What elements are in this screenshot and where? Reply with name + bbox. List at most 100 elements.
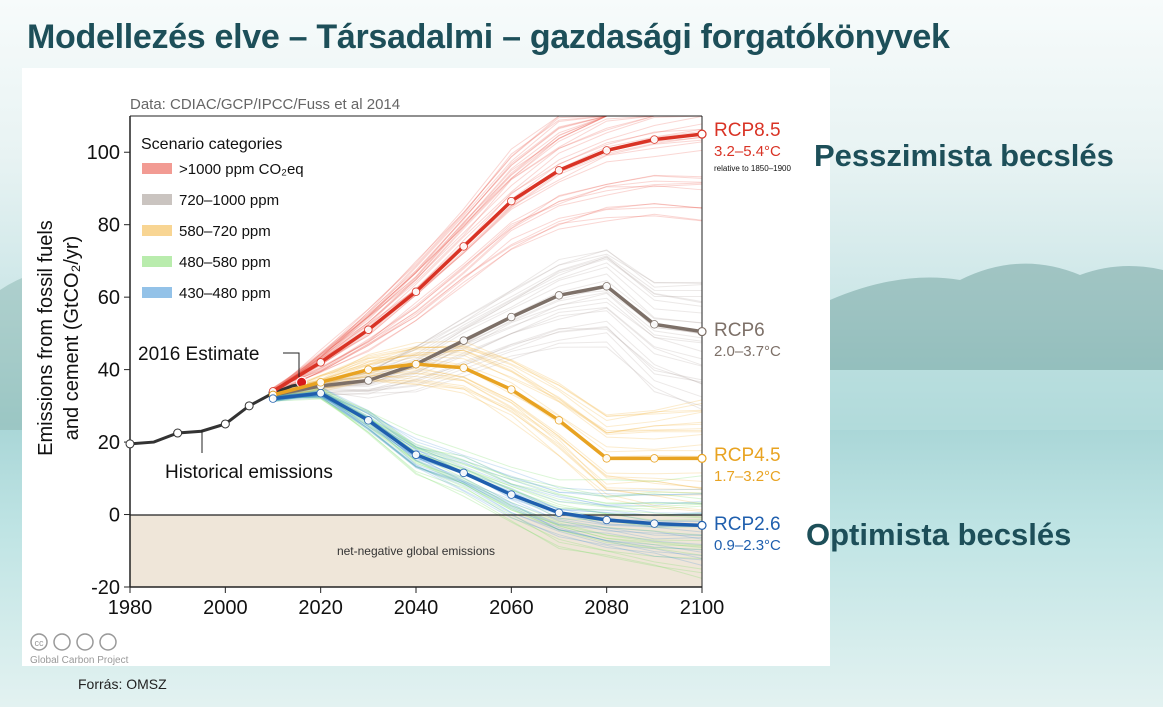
net-negative-label: net-negative global emissions xyxy=(337,544,495,558)
legend-label: 580–720 ppm xyxy=(179,223,271,240)
scenario-line xyxy=(272,202,703,393)
rcp-point xyxy=(650,519,659,528)
svg-text:cc: cc xyxy=(35,638,45,648)
x-tick-label: 2060 xyxy=(489,597,534,619)
rcp-point xyxy=(602,515,611,525)
rcp-end-marker xyxy=(697,326,707,337)
historical-point xyxy=(244,401,254,411)
legend-swatch xyxy=(142,194,172,205)
scenario-line xyxy=(272,372,703,489)
scenario-line xyxy=(272,366,703,475)
legend-swatch xyxy=(142,287,172,298)
scenario-line xyxy=(272,344,703,417)
scenario-line xyxy=(272,395,703,579)
scenario-line xyxy=(272,301,703,399)
scenario-line xyxy=(272,266,703,393)
scenario-line xyxy=(272,149,703,393)
rcp-point xyxy=(316,378,325,387)
rcp-name: RCP8.5 xyxy=(714,120,781,141)
rcp-point xyxy=(650,320,659,329)
scenario-line xyxy=(272,356,703,450)
rcp-point xyxy=(554,416,564,425)
scenario-line xyxy=(272,332,703,398)
rcp-end-marker xyxy=(697,520,707,531)
scenario-line xyxy=(272,391,703,497)
scenario-line xyxy=(272,262,703,393)
license-icons: cc xyxy=(30,633,117,651)
scenario-line xyxy=(272,368,703,482)
scenario-line xyxy=(272,375,703,489)
scenario-line xyxy=(272,297,703,394)
rcp-labels: RCP8.5 3.2–5.4°C relative to 1850–1900 RCP6… xyxy=(697,120,792,554)
scenario-line xyxy=(272,307,703,394)
scenario-line xyxy=(272,394,703,574)
scenario-line xyxy=(272,291,703,396)
optimist-label: Optimista becslés xyxy=(806,517,1072,552)
scenario-line xyxy=(272,393,703,547)
rcp-point xyxy=(602,146,611,155)
y-axis-label-line2: and cement (GtCO₂/yr) xyxy=(61,236,83,440)
chart-source-note: Data: CDIAC/GCP/IPCC/Fuss et al 2014 xyxy=(130,96,400,113)
y-tick-label: 80 xyxy=(98,215,120,237)
scenario-line xyxy=(272,395,703,545)
scenario-line xyxy=(272,392,703,551)
scenario-line xyxy=(272,395,703,549)
rcp-point xyxy=(650,454,659,463)
rcp-range: 1.7–3.2°C xyxy=(714,468,781,485)
scenario-line xyxy=(272,273,703,394)
rcp-name: RCP2.6 xyxy=(714,514,781,535)
scenario-line xyxy=(272,380,703,512)
scenario-line xyxy=(272,328,703,399)
pessimist-label: Pesszimista becslés xyxy=(814,138,1114,173)
rcp-point xyxy=(602,454,611,463)
scenario-line xyxy=(272,141,703,391)
scenario-line xyxy=(272,392,703,508)
rcp-point xyxy=(507,490,516,499)
rcp-point xyxy=(411,287,421,296)
scenario-line xyxy=(272,394,703,542)
scenario-line xyxy=(272,386,703,496)
x-tick-label: 1980 xyxy=(108,597,153,619)
scenario-line xyxy=(272,388,703,504)
rcp-point xyxy=(411,450,421,459)
x-tick-label: 2000 xyxy=(203,597,248,619)
rcp-point xyxy=(602,282,611,291)
scenario-line xyxy=(272,115,702,389)
scenario-line xyxy=(272,396,703,560)
scenario-line xyxy=(272,115,702,395)
rcp-line xyxy=(272,132,703,393)
scenario-line xyxy=(272,369,703,490)
scenario-line xyxy=(272,395,703,540)
legend-swatch xyxy=(142,256,172,267)
scenario-line xyxy=(272,115,702,393)
scenario-line xyxy=(272,387,703,482)
scenario-line xyxy=(272,215,703,394)
scenario-line xyxy=(272,258,703,399)
legend-label: 720–1000 ppm xyxy=(179,192,279,209)
scenario-line xyxy=(272,354,703,440)
rcp-point xyxy=(507,385,516,394)
scenario-line xyxy=(272,345,703,422)
rcp-point xyxy=(316,388,325,398)
estimate-2016-pointer xyxy=(283,352,300,377)
emissions-chart: Data: CDIAC/GCP/IPCC/Fuss et al 2014 net… xyxy=(30,96,792,666)
x-tick-label: 2100 xyxy=(680,597,725,619)
scenario-line xyxy=(272,123,703,389)
rcp-point xyxy=(554,508,564,517)
scenario-line xyxy=(272,310,703,393)
rcp-point xyxy=(364,376,373,385)
scenario-line xyxy=(272,139,703,393)
historical-emissions-line xyxy=(125,376,308,449)
scenario-line xyxy=(272,341,703,407)
legend-swatch xyxy=(142,225,172,236)
scenario-line xyxy=(272,349,703,432)
rcp-point xyxy=(459,242,468,251)
rcp-end-marker xyxy=(697,129,707,139)
rcp-point xyxy=(364,325,373,334)
scenario-line xyxy=(272,387,703,500)
rcp-point xyxy=(459,468,468,478)
credit-label: Global Carbon Project xyxy=(30,655,129,666)
chart-panel: Data: CDIAC/GCP/IPCC/Fuss et al 2014 net… xyxy=(22,68,830,666)
y-tick-label: -20 xyxy=(91,577,120,599)
scenario-line xyxy=(272,396,703,557)
